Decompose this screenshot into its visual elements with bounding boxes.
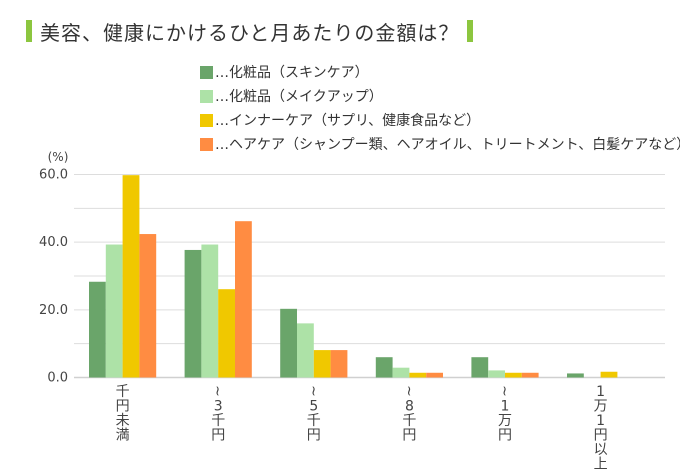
x-tick-label-char: 1 — [501, 399, 510, 415]
bar-3-4 — [409, 372, 427, 378]
bar-4-1 — [139, 234, 157, 378]
x-tick-label-char: 1 — [596, 413, 605, 429]
bar-1-5 — [471, 357, 489, 378]
x-tick-label-char: 円 — [211, 428, 225, 444]
y-axis: (%) 0.0 20.0 40.0 60.0 — [39, 150, 68, 386]
x-tick-label-char: 千 — [211, 413, 225, 429]
x-tick-label-char: 3 — [214, 399, 223, 415]
legend-label-hair-care: …ヘアケア（シャンプー類、ヘアオイル、トリートメント、白髪ケアなど） — [215, 137, 680, 153]
chart-title-text: 美容、健康にかけるひと月あたりの金額は？ — [40, 20, 460, 45]
bar-2-1 — [105, 244, 123, 378]
bar-2-4 — [392, 367, 410, 378]
bar-1-1 — [89, 281, 106, 378]
x-tick-label-char: 円 — [307, 428, 321, 444]
legend-swatch-makeup — [200, 89, 213, 103]
bar-1-6 — [567, 373, 584, 378]
x-tick-label-char: 満 — [116, 428, 130, 444]
x-tick-label-char: 円 — [402, 428, 416, 444]
bar-1-4 — [375, 357, 393, 378]
y-tick-label: 60.0 — [39, 168, 68, 183]
y-tick-label: 20.0 — [39, 303, 68, 318]
x-tick-label-char: 5 — [309, 399, 318, 415]
bar-3-2 — [218, 289, 235, 378]
title-accent-bar-left — [26, 20, 32, 42]
legend-item-inner-care: …インナーケア（サプリ、健康食品など） — [200, 108, 680, 132]
x-tick-label-char: ~ — [209, 385, 225, 397]
x-tick-label: ~5千円 — [305, 385, 321, 443]
x-tick-label: ~8千円 — [400, 385, 416, 443]
x-tick-label-char: 円 — [594, 428, 608, 444]
x-tick-label-char: 千 — [116, 384, 130, 400]
bar-4-2 — [235, 221, 252, 378]
x-tick-label-char: 万 — [498, 413, 512, 429]
bar-4-4 — [426, 372, 443, 378]
bars — [89, 175, 618, 378]
y-tick-label: 0.0 — [47, 371, 68, 386]
bar-2-3 — [297, 323, 314, 378]
chart-title: 美容、健康にかけるひと月あたりの金額は？ — [26, 19, 474, 45]
bar-1-2 — [184, 249, 202, 378]
x-tick-label-char: ~ — [305, 385, 321, 397]
legend: …化粧品（スキンケア） …化粧品（メイクアップ） …インナーケア（サプリ、健康食… — [200, 60, 680, 156]
x-tick-label-char: 以 — [594, 442, 608, 458]
legend-swatch-hair-care — [200, 137, 213, 151]
legend-swatch-inner-care — [200, 113, 213, 127]
legend-item-hair-care: …ヘアケア（シャンプー類、ヘアオイル、トリートメント、白髪ケアなど） — [200, 132, 680, 156]
x-tick-label-char: 千 — [307, 413, 321, 429]
y-tick-label: 40.0 — [39, 235, 68, 250]
x-tick-label: ~1万円 — [496, 385, 512, 443]
bar-3-1 — [122, 175, 140, 378]
bar-1-3 — [280, 308, 297, 378]
x-tick-label-char: 千 — [402, 413, 416, 429]
legend-item-makeup: …化粧品（メイクアップ） — [200, 84, 680, 108]
x-tick-label-char: 万 — [594, 399, 608, 415]
bar-4-3 — [330, 350, 348, 378]
x-tick-label-char: 円 — [116, 399, 130, 415]
x-tick-label: ~3千円 — [209, 385, 225, 443]
bar-3-5 — [505, 372, 522, 378]
bar-4-5 — [521, 372, 539, 378]
x-tick-label-char: 上 — [594, 457, 608, 473]
legend-label-makeup: …化粧品（メイクアップ） — [215, 89, 383, 105]
legend-label-skincare: …化粧品（スキンケア） — [215, 65, 369, 81]
x-tick-label-char: ~ — [400, 385, 416, 397]
legend-item-skincare: …化粧品（スキンケア） — [200, 60, 680, 84]
x-tick-label-char: 8 — [405, 399, 414, 415]
x-tick-label-char: ~ — [496, 385, 512, 397]
legend-label-inner-care: …インナーケア（サプリ、健康食品など） — [215, 113, 481, 129]
x-tick-label-char: 円 — [498, 428, 512, 444]
x-tick-label-char: 未 — [116, 413, 130, 429]
bar-2-2 — [201, 244, 219, 378]
bar-3-3 — [313, 350, 331, 378]
y-axis-unit-label: (%) — [48, 150, 69, 164]
bar-3-6 — [600, 371, 618, 378]
bar-2-5 — [488, 370, 505, 378]
title-accent-bar-right — [467, 20, 474, 42]
x-tick-label-char: 1 — [596, 384, 605, 400]
gridlines — [74, 174, 665, 379]
legend-swatch-skincare — [200, 65, 213, 79]
